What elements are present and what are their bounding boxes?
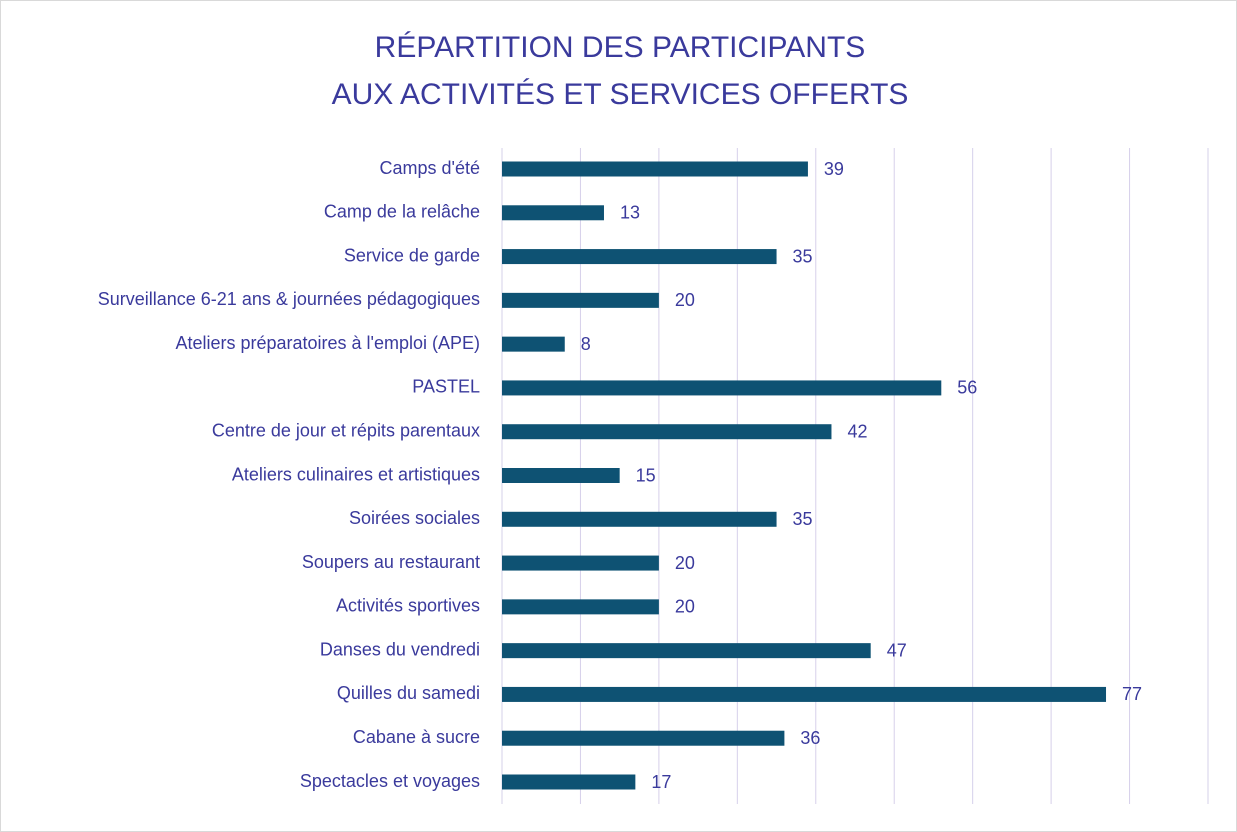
y-tick-label: Spectacles et voyages (300, 771, 480, 791)
y-tick-label: Service de garde (344, 245, 480, 265)
data-label: 35 (793, 509, 813, 529)
y-tick-label: Quilles du samedi (337, 683, 480, 703)
data-label: 56 (957, 378, 977, 398)
bar (502, 511, 777, 527)
chart-title: AUX ACTIVITÉS ET SERVICES OFFERTS (332, 78, 909, 111)
bar (502, 336, 565, 352)
bar (502, 730, 785, 746)
y-tick-label: Centre de jour et répits parentaux (212, 420, 480, 440)
bar (502, 249, 777, 265)
y-tick-label: PASTEL (412, 377, 480, 397)
bar (502, 380, 942, 396)
data-label: 8 (581, 334, 591, 354)
y-tick-label: Soupers au restaurant (302, 552, 480, 572)
bar (502, 205, 604, 221)
y-tick-label: Camp de la relâche (324, 202, 480, 222)
y-tick-label: Ateliers culinaires et artistiques (232, 464, 480, 484)
data-label: 17 (651, 772, 671, 792)
data-label: 20 (675, 597, 695, 617)
y-tick-label: Ateliers préparatoires à l'emploi (APE) (175, 333, 480, 353)
bar (502, 424, 832, 440)
y-tick-label: Soirées sociales (349, 508, 480, 528)
bar (502, 643, 871, 659)
bar (502, 468, 620, 483)
data-label: 20 (675, 290, 695, 310)
data-label: 13 (620, 203, 640, 223)
bar (502, 292, 659, 308)
y-tick-label: Activités sportives (336, 596, 480, 616)
data-label: 35 (793, 246, 813, 266)
data-label: 20 (675, 553, 695, 573)
bar (502, 161, 808, 177)
data-label: 36 (800, 728, 820, 748)
data-label: 42 (847, 421, 867, 441)
y-tick-label: Surveillance 6-21 ans & journées pédagog… (98, 289, 480, 309)
bar (502, 599, 659, 615)
data-label: 39 (824, 159, 844, 179)
y-tick-label: Camps d'été (380, 158, 481, 178)
bar (502, 686, 1107, 702)
data-label: 77 (1122, 684, 1142, 704)
bar (502, 555, 659, 571)
data-label: 47 (887, 640, 907, 660)
y-tick-label: Cabane à sucre (353, 727, 480, 747)
bar (502, 774, 636, 790)
data-label: 15 (636, 465, 656, 485)
chart-title: RÉPARTITION DES PARTICIPANTS (375, 31, 866, 64)
y-tick-label: Danses du vendredi (320, 639, 480, 659)
